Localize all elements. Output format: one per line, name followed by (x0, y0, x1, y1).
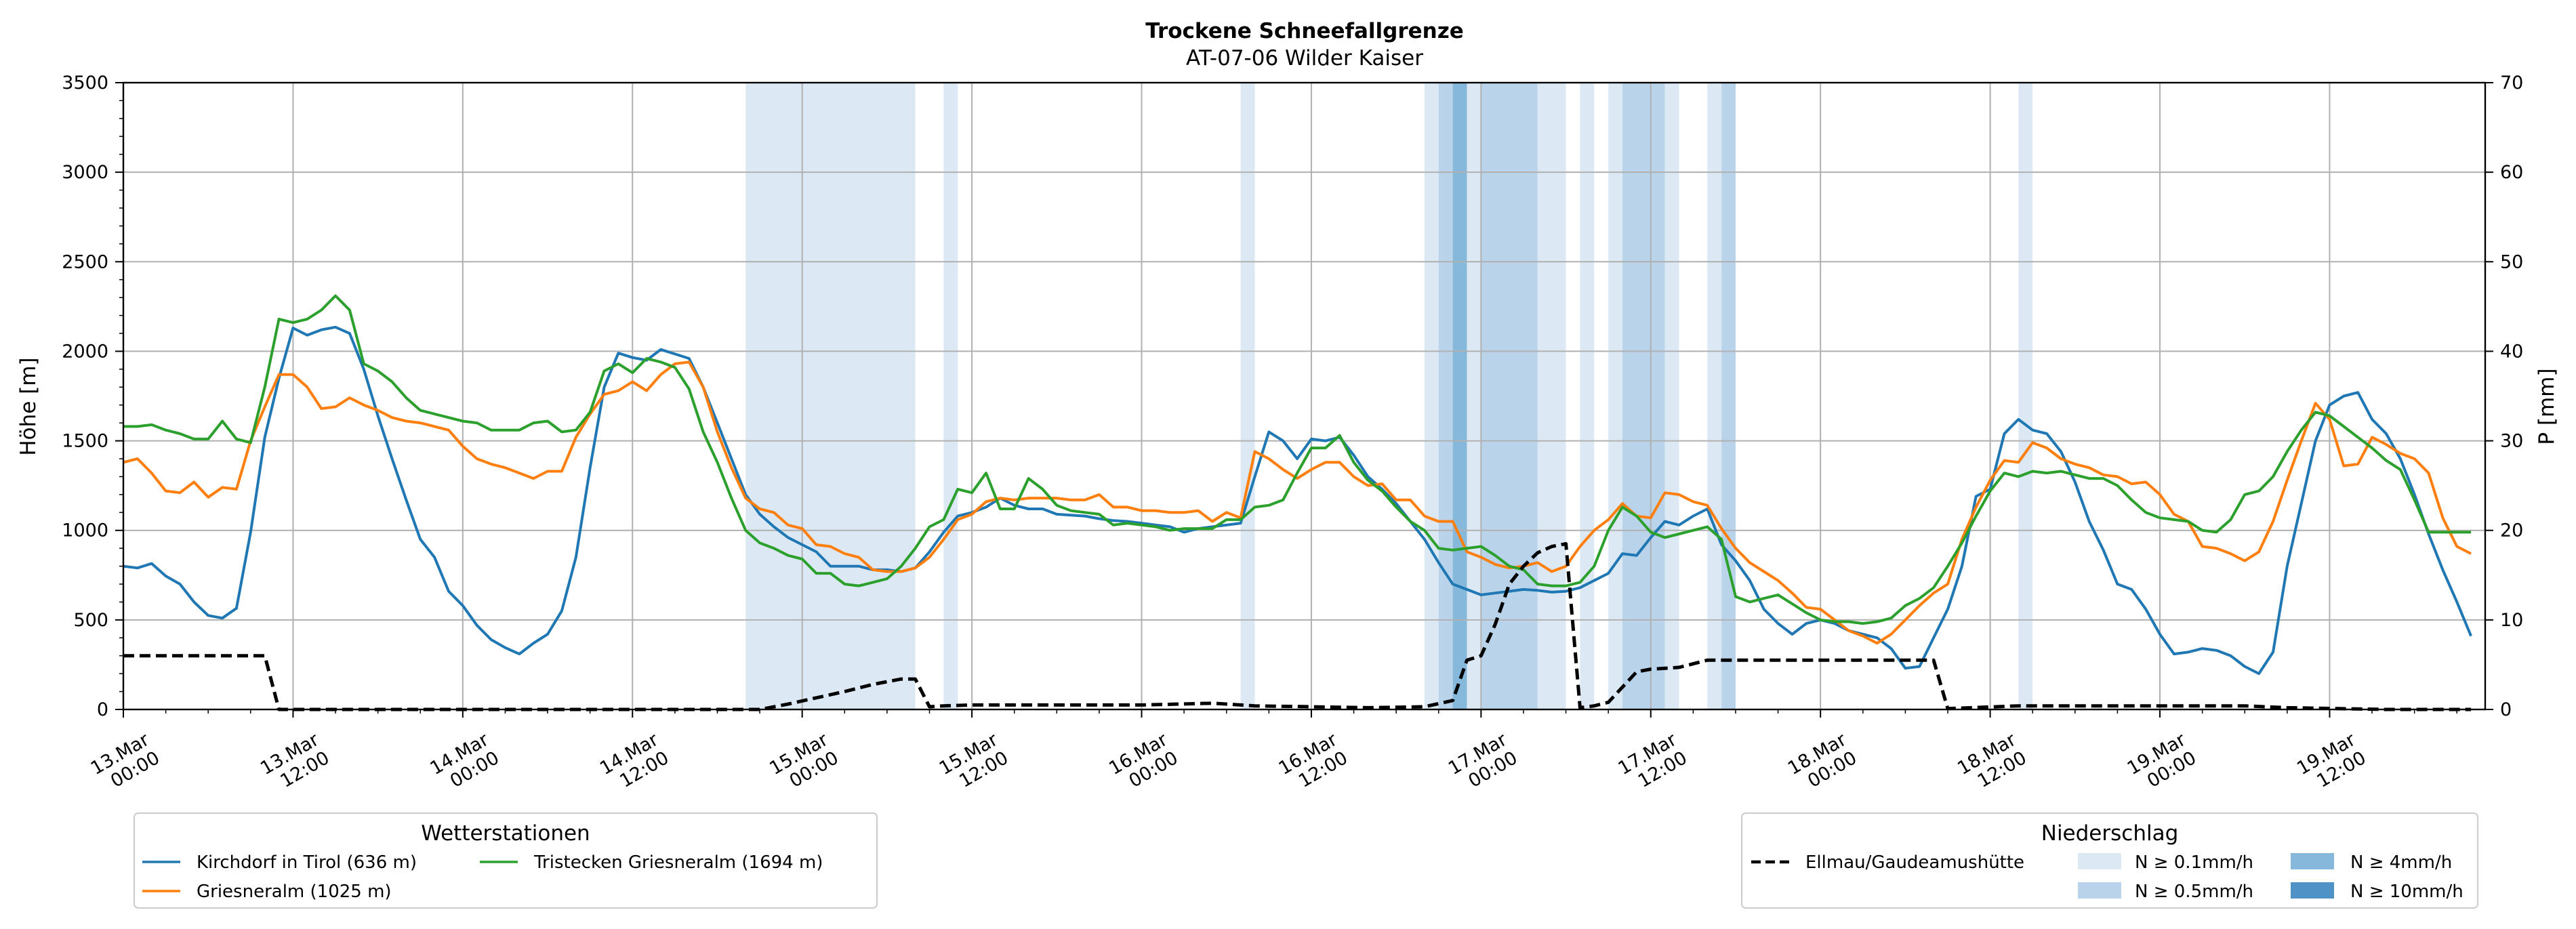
precip-band-0 (745, 83, 916, 709)
x-tick-label-12: 19.Mar00:00 (2124, 729, 2201, 798)
series-line-0 (123, 325, 2472, 676)
y-tick-label-3: 1500 (62, 431, 108, 452)
legend-precip-title: Niederschlag (2041, 821, 2179, 846)
x-tick-label-10: 18.Mar00:00 (1784, 729, 1861, 798)
series-lines (123, 294, 2472, 711)
precip-band-9 (1580, 83, 1595, 709)
precip-band-7 (1481, 83, 1538, 709)
y-tick-label-0: 0 (97, 699, 108, 720)
series-line-2 (123, 294, 2472, 625)
y2-tick-label-5: 50 (2500, 251, 2523, 272)
x-tick-label-7: 16.Mar12:00 (1275, 729, 1352, 798)
x-tick-label-9: 17.Mar12:00 (1614, 729, 1691, 798)
legend-stations: Wetterstationen Kirchdorf in Tirol (636 … (134, 812, 878, 909)
y-tick-label-1: 500 (73, 610, 108, 631)
grid-lines (123, 82, 2485, 710)
precip-band-3 (1424, 83, 1439, 709)
legend-label-ellmau: Ellmau/Gaudeamushütte (1805, 852, 2024, 873)
x-axis-ticks: 13.Mar00:00 13.Mar12:00 14.Mar00:00 14.Mar1… (87, 709, 2458, 798)
precip-band-13 (1707, 83, 1722, 709)
y-tick-label-6: 3000 (62, 162, 108, 183)
legend-swatch-precip-1 (2078, 882, 2121, 899)
x-tick-label-8: 17.Mar00:00 (1445, 729, 1521, 798)
precip-band-5 (1452, 83, 1467, 709)
precip-band-15 (2018, 83, 2033, 709)
x-tick-label-3: 14.Mar12:00 (596, 729, 673, 798)
precip-bands (745, 83, 2033, 709)
y2-tick-label-2: 20 (2500, 520, 2523, 541)
legend-label-precip-0: N ≥ 0.1mm/h (2135, 852, 2253, 873)
y2-tick-label-1: 10 (2500, 610, 2523, 631)
legend-precip: Niederschlag Ellmau/Gaudeamushütte N ≥ 0… (1741, 812, 2478, 909)
x-tick-label-0: 13.Mar00:00 (87, 729, 164, 798)
y-tick-label-5: 2500 (62, 251, 108, 272)
precip-band-4 (1438, 83, 1453, 709)
precip-band-6 (1467, 83, 1481, 709)
x-tick-label-5: 15.Mar12:00 (936, 729, 1013, 798)
legend-label-kirchdorf: Kirchdorf in Tirol (636 m) (197, 852, 417, 873)
legend-stations-title: Wetterstationen (421, 821, 590, 846)
precip-band-14 (1721, 83, 1736, 709)
legend-label-precip-2: N ≥ 4mm/h (2350, 852, 2452, 873)
y-axis-label: Höhe [m] (16, 357, 41, 455)
series-line-1 (123, 360, 2472, 645)
y2-tick-label-6: 60 (2500, 162, 2523, 183)
y2-tick-label-4: 40 (2500, 341, 2523, 362)
chart-title: Trockene Schneefallgrenze (1145, 19, 1464, 43)
legend-label-griesneralm: Griesneralm (1025 m) (197, 882, 392, 902)
y-tick-label-4: 2000 (62, 341, 108, 362)
y-tick-label-2: 1000 (62, 520, 108, 541)
precip-band-8 (1537, 83, 1566, 709)
legend-label-tristecken: Tristecken Griesneralm (1694 m) (533, 852, 823, 873)
legend-swatch-precip-2 (2291, 853, 2334, 869)
x-tick-label-11: 18.Mar12:00 (1954, 729, 2030, 798)
series-line-3 (123, 542, 2472, 711)
y2-tick-label-3: 30 (2500, 431, 2523, 452)
legend-swatch-precip-3 (2291, 882, 2334, 899)
y-tick-label-7: 3500 (62, 73, 108, 94)
x-tick-label-2: 14.Mar00:00 (427, 729, 504, 798)
y2-axis-label: P [mm] (2535, 368, 2559, 445)
precip-band-12 (1664, 83, 1679, 709)
y2-tick-label-7: 70 (2500, 73, 2523, 94)
precip-band-1 (943, 83, 958, 709)
y-axis-ticks: 0 500 1000 1500 2000 2500 3000 3500 (62, 73, 123, 720)
precip-band-2 (1240, 83, 1255, 709)
x-tick-label-13: 19.Mar12:00 (2293, 729, 2370, 798)
x-tick-label-1: 13.Mar12:00 (257, 729, 333, 798)
y2-axis-ticks: 0 10 20 30 40 50 60 70 (2485, 73, 2523, 720)
x-tick-label-6: 16.Mar00:00 (1105, 729, 1182, 798)
legend-stations-box (134, 812, 878, 909)
legend-swatch-precip-0 (2078, 853, 2121, 869)
precip-band-11 (1622, 83, 1665, 709)
x-tick-label-4: 15.Mar00:00 (766, 729, 842, 798)
plot-frame (122, 81, 2487, 711)
y2-tick-label-0: 0 (2500, 699, 2512, 720)
precip-band-10 (1608, 83, 1623, 709)
legend-label-precip-3: N ≥ 10mm/h (2350, 882, 2463, 902)
chart-subtitle: AT-07-06 Wilder Kaiser (1186, 46, 1423, 70)
legend-label-precip-1: N ≥ 0.5mm/h (2135, 882, 2253, 902)
